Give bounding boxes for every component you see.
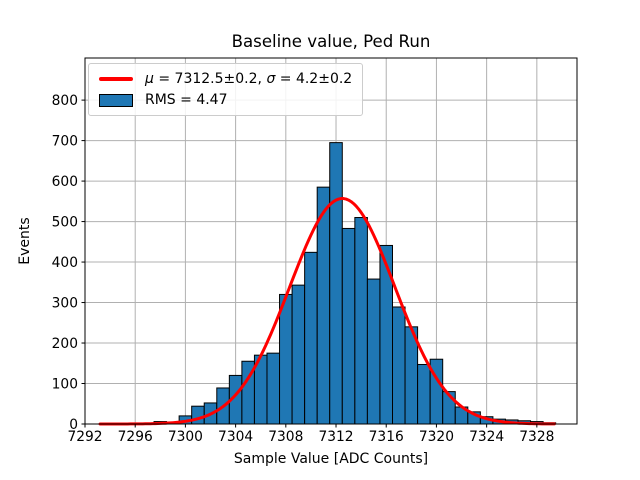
y-tick-label: 200 — [52, 336, 78, 352]
y-tick-label: 700 — [52, 133, 78, 149]
legend-entry-histogram: RMS = 4.47 — [99, 91, 352, 109]
x-tick-label: 7292 — [67, 429, 102, 445]
histogram-bar — [392, 306, 406, 425]
x-tick-label: 7328 — [519, 429, 554, 445]
histogram-bar — [417, 363, 431, 425]
x-tick-label: 7312 — [318, 429, 353, 445]
y-axis-label: Events — [17, 217, 33, 265]
x-tick-label: 7300 — [168, 429, 203, 445]
histogram-bar — [191, 405, 205, 425]
x-axis-label: Sample Value [ADC Counts] — [233, 451, 429, 467]
y-tick-label: 400 — [52, 255, 78, 271]
histogram-bar — [341, 227, 356, 425]
y-tick-label: 100 — [52, 376, 78, 392]
x-tick-label: 7296 — [118, 429, 153, 445]
x-tick-label: 7324 — [469, 429, 504, 445]
gaussian-fit-line — [98, 197, 556, 426]
fit-line-swatch — [99, 77, 133, 81]
histogram-bar — [354, 217, 368, 425]
fit-legend-label: μ = 7312.5±0.2, σ = 4.2±0.2 — [145, 71, 353, 87]
rms-legend-label: RMS = 4.47 — [145, 92, 228, 108]
histogram-bar — [279, 293, 293, 425]
histogram-bar — [366, 278, 381, 425]
legend-entry-gaussian-fit: μ = 7312.5±0.2, σ = 4.2±0.2 — [99, 70, 352, 88]
axes-border — [84, 57, 578, 425]
y-tick-label: 0 — [69, 417, 78, 433]
y-tick-label: 600 — [52, 174, 78, 190]
x-tick-label: 7308 — [268, 429, 303, 445]
x-tick-label: 7320 — [419, 429, 454, 445]
y-tick-label: 500 — [52, 214, 78, 230]
y-tick-label: 300 — [52, 295, 78, 311]
histogram-bar — [316, 186, 331, 425]
x-tick-label: 7316 — [369, 429, 404, 445]
histogram-patch-swatch — [99, 93, 133, 107]
histogram-bar — [329, 142, 343, 425]
x-tick-label: 7304 — [218, 429, 253, 445]
histogram-bar — [266, 352, 281, 425]
histogram-bar — [304, 251, 318, 425]
legend: μ = 7312.5±0.2, σ = 4.2±0.2 RMS = 4.47 — [88, 63, 364, 116]
y-tick-label: 800 — [52, 93, 78, 109]
chart-title: Baseline value, Ped Run — [231, 32, 431, 51]
histogram-bar — [291, 284, 306, 425]
